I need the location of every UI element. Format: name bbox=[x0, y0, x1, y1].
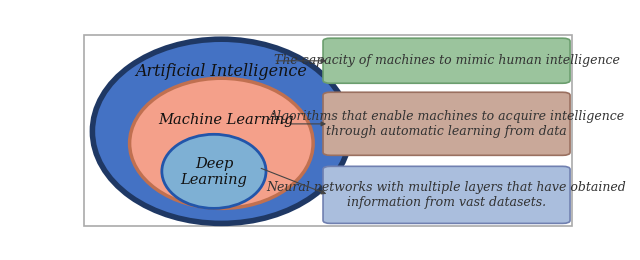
Ellipse shape bbox=[92, 39, 350, 223]
Text: Algorithms that enable machines to acquire intelligence
through automatic learni: Algorithms that enable machines to acqui… bbox=[269, 110, 625, 138]
FancyBboxPatch shape bbox=[323, 92, 570, 155]
FancyBboxPatch shape bbox=[323, 38, 570, 83]
Text: Deep
Learning: Deep Learning bbox=[180, 157, 247, 187]
Text: The capacity of machines to mimic human intelligence: The capacity of machines to mimic human … bbox=[274, 54, 620, 67]
FancyBboxPatch shape bbox=[84, 35, 572, 226]
Ellipse shape bbox=[162, 134, 266, 208]
Ellipse shape bbox=[129, 78, 313, 208]
Text: Neural networks with multiple layers that have obtained
information from vast da: Neural networks with multiple layers tha… bbox=[267, 181, 627, 209]
Text: Artificial Intelligence: Artificial Intelligence bbox=[136, 63, 307, 80]
Text: Machine Learning: Machine Learning bbox=[159, 113, 294, 127]
FancyBboxPatch shape bbox=[323, 166, 570, 223]
